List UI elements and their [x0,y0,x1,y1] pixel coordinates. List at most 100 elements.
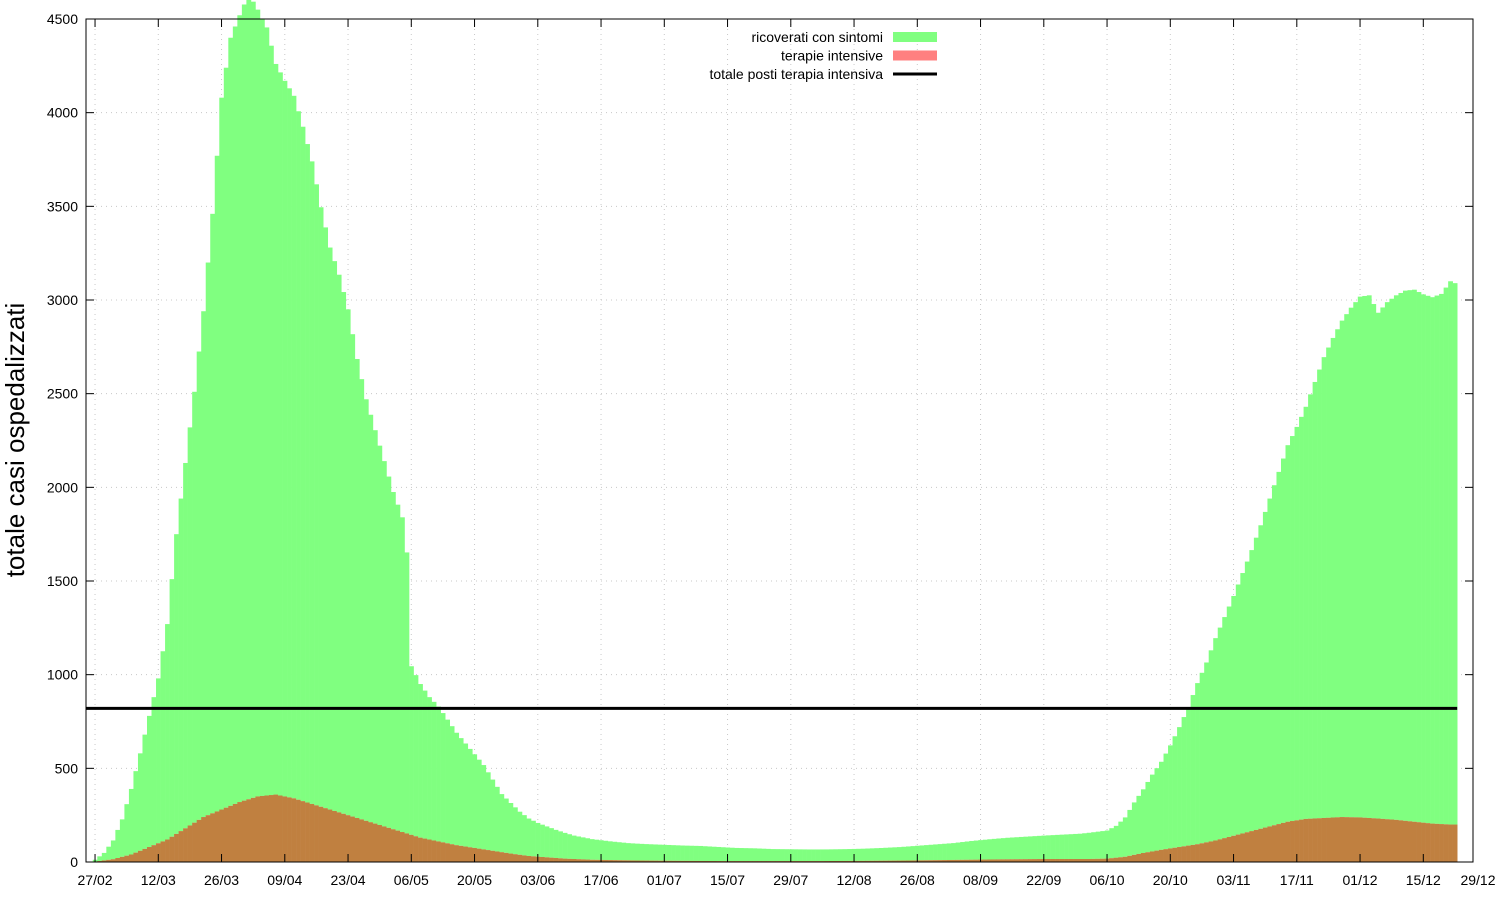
bar-terapie-intensive [436,841,441,862]
bar-ricoverati [1285,445,1291,822]
bar-ricoverati [752,848,758,862]
bar-ricoverati [363,399,369,821]
bar-ricoverati [1041,835,1047,860]
bar-ricoverati [219,97,225,810]
bar-ricoverati [779,849,785,862]
bar-ricoverati [1344,314,1350,818]
bar-ricoverati [1122,817,1128,857]
bar-terapie-intensive [928,860,934,862]
bar-terapie-intensive [1389,819,1395,862]
bar-ricoverati [1027,836,1033,860]
bar-ricoverati [1109,828,1115,859]
bar-ricoverati [1059,834,1065,860]
bar-ricoverati [1267,498,1273,827]
bar-terapie-intensive [178,831,184,862]
bar-ricoverati [1055,834,1060,860]
bar-ricoverati [1299,416,1304,820]
bar-terapie-intensive [901,860,907,862]
bar-ricoverati [784,849,789,862]
bar-ricoverati [978,840,984,860]
bar-ricoverati [937,844,943,861]
bar-terapie-intensive [1231,835,1237,862]
bar-ricoverati [1100,831,1106,859]
legend-label: ricoverati con sintomi [752,29,884,45]
bar-ricoverati [463,743,469,847]
bar-terapie-intensive [969,859,975,862]
bar-terapie-intensive [399,832,405,862]
bar-terapie-intensive [517,854,523,862]
bar-ricoverati [820,849,825,862]
bar-terapie-intensive [494,851,500,862]
bar-terapie-intensive [476,848,482,862]
bar-terapie-intensive [616,860,622,862]
bar-ricoverati [991,838,997,860]
bar-ricoverati [1186,706,1191,846]
bar-ricoverati [675,845,681,861]
bar-terapie-intensive [418,837,423,862]
bar-ricoverati [693,845,699,861]
bar-terapie-intensive [1434,823,1440,862]
bar-ricoverati [503,798,509,853]
bar-terapie-intensive [174,833,179,862]
bar-terapie-intensive [404,833,410,862]
bar-terapie-intensive [1032,859,1038,862]
bar-ricoverati [856,848,862,861]
bar-ricoverati [657,844,663,861]
bar-ricoverati [585,838,591,860]
bar-ricoverati [291,95,297,799]
bar-terapie-intensive [1421,822,1426,862]
bar-terapie-intensive [341,813,347,862]
x-tick-label: 03/06 [520,872,555,888]
bar-terapie-intensive [1073,859,1078,862]
bar-terapie-intensive [1181,846,1187,862]
bar-terapie-intensive [643,860,649,862]
bar-ricoverati [1195,683,1200,845]
bar-ricoverati [223,67,229,808]
bar-terapie-intensive [666,860,672,862]
bar-ricoverati [847,849,853,861]
bar-ricoverati [747,848,753,862]
bar-terapie-intensive [463,846,469,862]
bar-ricoverati [165,624,170,840]
bar-ricoverati [1240,573,1246,834]
bar-ricoverati [1258,525,1264,829]
bar-ricoverati [982,839,988,860]
bar-terapie-intensive [305,802,310,862]
bar-ricoverati [372,430,378,824]
bar-terapie-intensive [106,859,112,862]
bar-terapie-intensive [1199,843,1205,862]
bar-terapie-intensive [702,860,708,862]
bar-terapie-intensive [942,860,947,862]
bar-terapie-intensive [336,812,342,862]
bar-ricoverati [1357,296,1363,818]
bar-ricoverati [151,697,157,846]
bar-terapie-intensive [327,809,333,862]
bar-ricoverati [1303,406,1309,819]
bar-terapie-intensive [1100,858,1106,862]
bar-ricoverati [1208,650,1214,842]
bar-terapie-intensive [169,836,175,862]
bar-ricoverati [422,690,428,839]
bar-ricoverati [811,849,816,862]
bar-terapie-intensive [485,850,491,862]
bar-terapie-intensive [250,797,256,862]
bar-ricoverati [1321,357,1327,818]
bar-terapie-intensive [223,807,229,862]
bar-ricoverati [1037,835,1042,860]
bar-terapie-intensive [1235,834,1241,862]
bar-terapie-intensive [124,855,130,862]
bar-ricoverati [928,844,934,861]
bar-ricoverati [1127,809,1133,856]
bar-ricoverati [603,840,609,860]
bar-ricoverati [300,126,306,802]
plot-frame [85,18,1474,863]
bar-ricoverati [287,88,292,798]
bar-ricoverati [896,847,902,861]
bar-ricoverati [1086,832,1092,860]
bar-terapie-intensive [996,859,1002,862]
bar-terapie-intensive [1217,839,1223,862]
bar-terapie-intensive [309,803,315,862]
bar-terapie-intensive [390,829,396,862]
bar-ricoverati [1412,289,1417,822]
bar-terapie-intensive [377,825,383,862]
